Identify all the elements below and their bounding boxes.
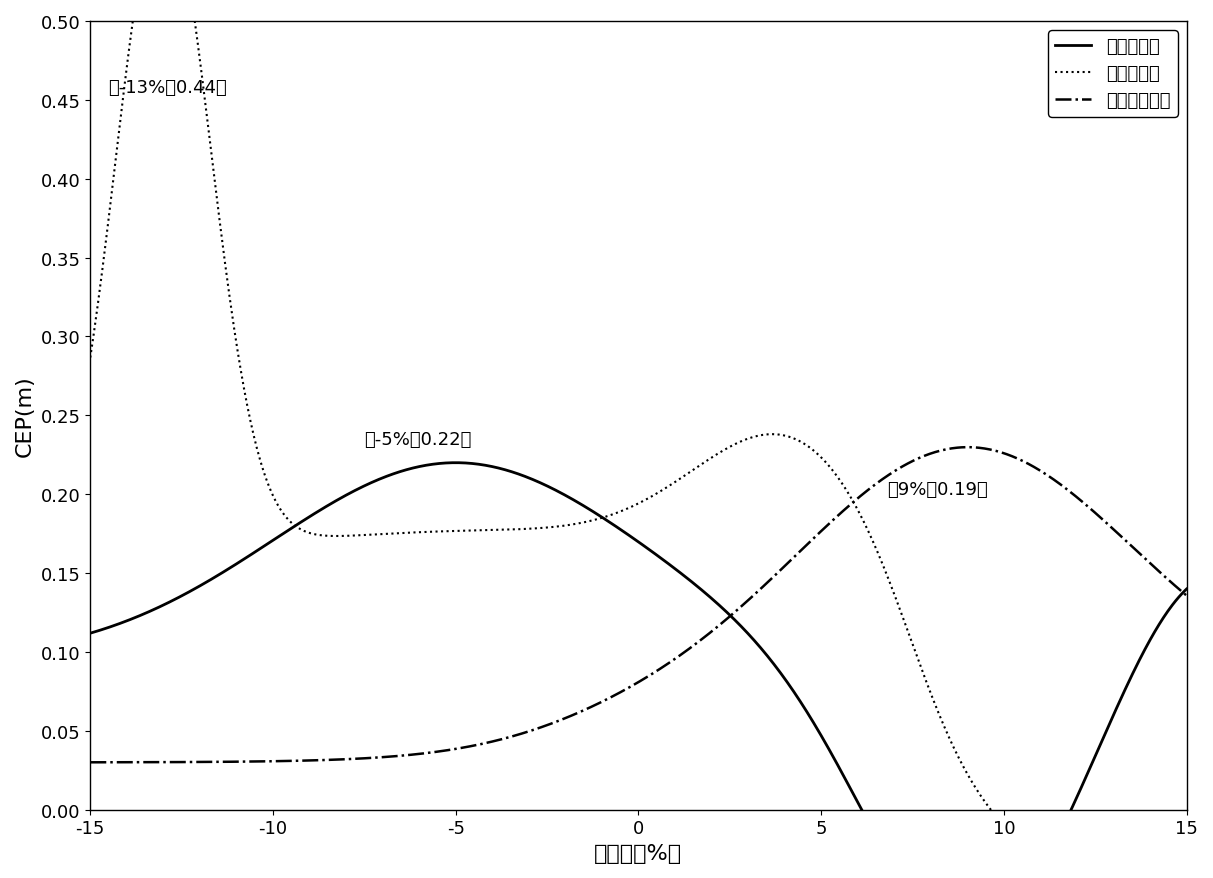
俧仰力矩系数: [938, 445, 952, 456]
俧仰力矩系数: [82, 757, 97, 767]
俧仰力矩系数: [957, 443, 972, 453]
X-axis label: 偏差量（%）: 偏差量（%）: [594, 843, 683, 863]
俧仰力矩系数: [565, 709, 580, 720]
俧仰力矩系数: [836, 506, 850, 516]
法向力系数: [939, 726, 953, 737]
法向力系数: [528, 523, 542, 534]
轴向力系数: [837, 772, 852, 782]
法向力系数: [82, 353, 97, 363]
轴向力系数: [195, 579, 210, 590]
Line: 俧仰力矩系数: 俧仰力矩系数: [90, 448, 1186, 762]
轴向力系数: [449, 458, 463, 469]
俧仰力矩系数: [961, 443, 975, 453]
法向力系数: [197, 83, 211, 93]
俧仰力矩系数: [526, 724, 541, 735]
轴向力系数: [82, 628, 97, 638]
轴向力系数: [528, 476, 542, 486]
Line: 轴向力系数: 轴向力系数: [90, 464, 1186, 878]
Line: 法向力系数: 法向力系数: [90, 0, 1186, 878]
法向力系数: [837, 482, 852, 493]
Text: （-13%，0.44）: （-13%，0.44）: [108, 79, 227, 97]
俧仰力矩系数: [195, 757, 210, 767]
法向力系数: [566, 519, 581, 529]
Y-axis label: CEP(m): CEP(m): [15, 375, 35, 457]
Text: （9%，0.19）: （9%，0.19）: [887, 480, 987, 499]
Text: （-5%，0.22）: （-5%，0.22）: [364, 430, 472, 449]
俧仰力矩系数: [1179, 591, 1194, 601]
法向力系数: [958, 766, 973, 777]
Legend: 轴向力系数, 法向力系数, 俧仰力矩系数: 轴向力系数, 法向力系数, 俧仰力矩系数: [1048, 31, 1178, 118]
轴向力系数: [566, 495, 581, 506]
轴向力系数: [1179, 584, 1194, 594]
